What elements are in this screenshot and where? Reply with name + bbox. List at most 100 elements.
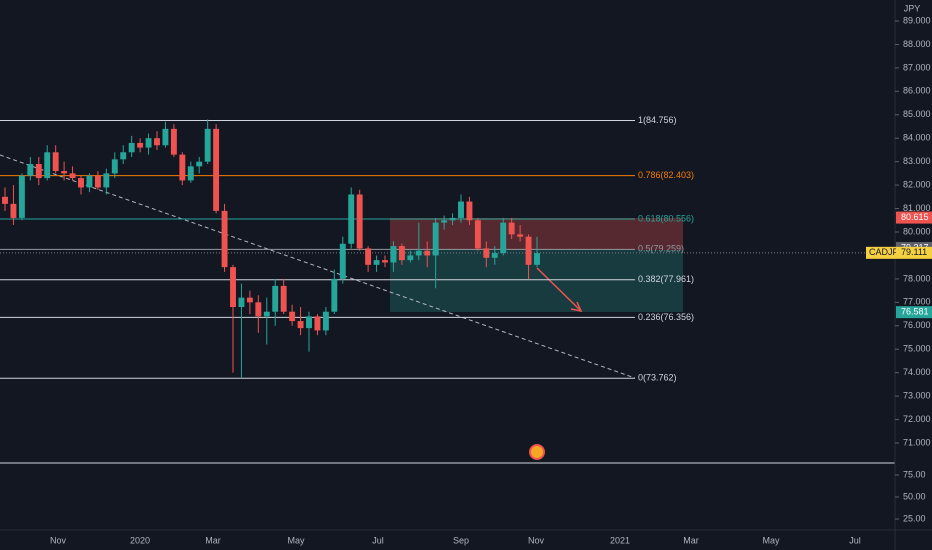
- candle-body: [331, 278, 338, 312]
- candle-body: [390, 246, 397, 263]
- candle-body: [289, 311, 296, 322]
- candle-body: [398, 246, 405, 261]
- y-tick-label: 76.000: [903, 320, 931, 330]
- candle-body: [466, 201, 473, 221]
- candle-body: [491, 253, 498, 258]
- candle-body: [382, 260, 388, 263]
- candle-body: [162, 128, 169, 146]
- symbol-label: CADJPY: [869, 247, 905, 257]
- candle-body: [78, 178, 84, 188]
- candle-body: [373, 260, 380, 265]
- price-tag-label: 79.111: [901, 247, 927, 257]
- y-tick-label: 84.000: [903, 133, 931, 143]
- candle-body: [103, 173, 110, 188]
- candle-body: [322, 311, 329, 331]
- candle-body: [356, 194, 363, 249]
- y-tick-label: 75.000: [903, 344, 931, 354]
- candle-body: [111, 159, 118, 174]
- fib-label: 0.618(80.556): [638, 213, 694, 223]
- candle-body: [525, 236, 532, 265]
- candle-body: [348, 194, 355, 244]
- candle-body: [187, 166, 194, 181]
- candle-body: [213, 128, 220, 211]
- price-tag: [896, 306, 932, 319]
- candle-body: [424, 250, 431, 256]
- x-tick-label: Jul: [372, 535, 384, 545]
- candle-body: [170, 128, 177, 155]
- y-tick-label: 82.000: [903, 179, 931, 189]
- fib-label: 0.382(77.961): [638, 274, 694, 284]
- candle-body: [306, 316, 312, 329]
- x-tick-label: Sep: [453, 535, 469, 545]
- candle-body: [483, 248, 490, 258]
- fib-label: 0.5(79.259): [638, 244, 684, 254]
- price-tag-label: 80.615: [901, 212, 929, 222]
- x-tick-label: Mar: [683, 535, 699, 545]
- y-tick-label: 83.000: [903, 156, 931, 166]
- candle-body: [238, 297, 245, 308]
- fib-label: 0.786(82.403): [638, 170, 694, 180]
- y-tick-label: 81.000: [903, 203, 931, 213]
- price-tag: [896, 246, 932, 259]
- candle-body: [230, 267, 236, 308]
- candle-body: [449, 217, 456, 221]
- candle-body: [508, 222, 515, 235]
- x-tick-label: May: [287, 535, 305, 545]
- y-tick-label: 77.000: [903, 297, 931, 307]
- candle-body: [27, 164, 34, 176]
- candle-body: [415, 250, 422, 256]
- candle-body: [35, 164, 42, 179]
- candle-body: [61, 171, 68, 174]
- candle-body: [154, 138, 160, 146]
- candle-body: [69, 173, 76, 179]
- candle-body: [44, 152, 51, 179]
- x-tick-label: Jul: [849, 535, 861, 545]
- candle-body: [280, 285, 287, 312]
- candle-body: [2, 196, 8, 204]
- candle-body: [534, 253, 540, 265]
- price-tag-label: 76.581: [901, 307, 929, 317]
- candle-body: [407, 255, 414, 261]
- candle-body: [204, 128, 211, 162]
- candle-body: [441, 220, 448, 223]
- candle-body: [255, 302, 262, 317]
- candle-body: [365, 248, 372, 265]
- currency-label: JPY: [904, 3, 921, 13]
- candle-body: [145, 138, 152, 148]
- candle-body: [272, 285, 279, 312]
- candle-body: [263, 311, 270, 317]
- candle-body: [196, 161, 203, 167]
- x-tick-label: 2021: [610, 535, 630, 545]
- candle-body: [314, 316, 321, 331]
- y-tick-label: 71.000: [903, 437, 931, 447]
- y-tick-label: 78.000: [903, 273, 931, 283]
- y-tick-label: 85.000: [903, 109, 931, 119]
- fib-label: 0(73.762): [638, 373, 677, 383]
- x-tick-label: 2020: [130, 535, 150, 545]
- candle-body: [500, 222, 507, 254]
- candle-body: [339, 243, 346, 279]
- y-tick-label: 73.000: [903, 390, 931, 400]
- y-tick-label: 80.000: [903, 226, 931, 236]
- price-tag: [896, 211, 932, 224]
- candle-body: [432, 222, 439, 256]
- candle-body: [474, 220, 481, 249]
- y-tick-label: 89.000: [903, 15, 931, 25]
- event-icon: [529, 444, 545, 460]
- lower-y-tick-label: 25.00: [903, 513, 926, 523]
- lower-y-tick-label: 75.00: [903, 469, 926, 479]
- candle-body: [246, 297, 253, 303]
- candle-body: [128, 142, 135, 153]
- x-tick-label: Nov: [50, 535, 67, 545]
- candle-body: [221, 210, 228, 268]
- arrow-head: [570, 301, 583, 313]
- fib-label: 0.236(76.356): [638, 312, 694, 322]
- y-tick-label: 87.000: [903, 62, 931, 72]
- lower-y-tick-label: 50.00: [903, 491, 926, 501]
- candle-body: [94, 175, 101, 188]
- y-tick-label: 72.000: [903, 414, 931, 424]
- x-tick-label: May: [762, 535, 780, 545]
- arrow-line: [536, 267, 581, 311]
- candle-body: [10, 203, 17, 218]
